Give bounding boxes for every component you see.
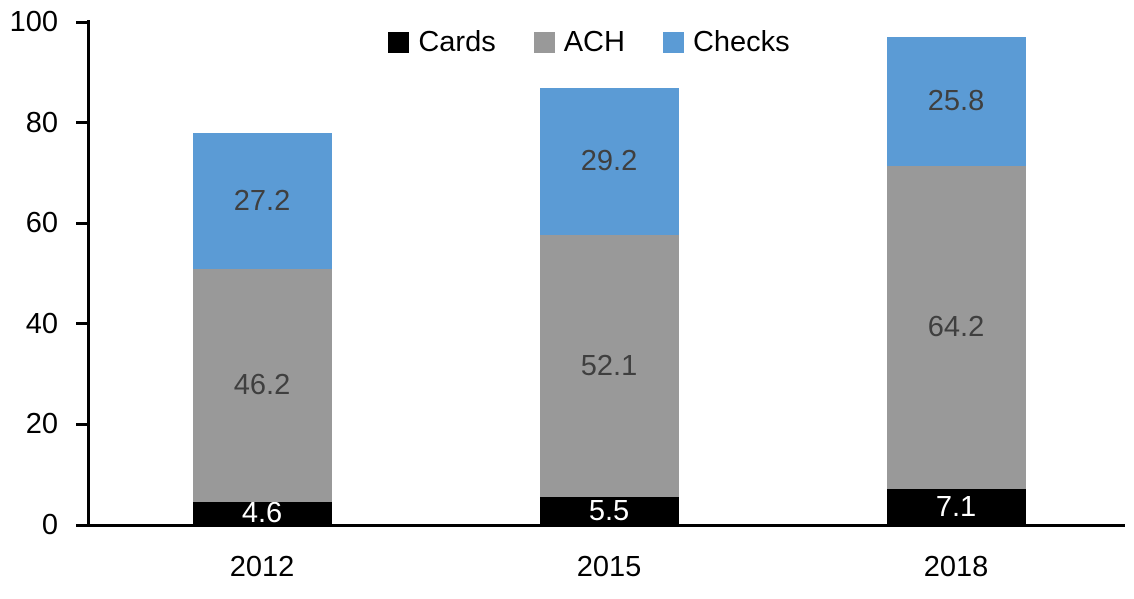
bar-segment-checks-2012: 27.2: [192, 132, 332, 270]
y-tick-label: 20: [25, 408, 58, 441]
y-tick-mark: [76, 422, 88, 426]
legend-item-cards: Cards: [388, 26, 496, 58]
legend-item-checks: Checks: [662, 26, 790, 58]
x-axis-line: [87, 524, 1125, 527]
legend-swatch-cards: [388, 31, 410, 53]
y-tick-mark: [76, 20, 88, 24]
legend-swatch-ach: [533, 31, 555, 53]
bar-segment-ach-2015: 52.1: [539, 235, 679, 498]
segment-value-label: 7.1: [935, 490, 977, 523]
legend-swatch-checks: [662, 31, 684, 53]
segment-value-label: 52.1: [580, 349, 638, 382]
bar-segment-checks-2018: 25.8: [886, 36, 1026, 167]
y-axis-line: [87, 20, 90, 527]
y-tick-label: 100: [9, 6, 58, 38]
bar-segment-cards-2018: 7.1: [886, 489, 1026, 525]
bar-segment-ach-2018: 64.2: [886, 166, 1026, 490]
y-tick-label: 0: [41, 509, 58, 541]
x-tick-label-2012: 2012: [229, 551, 295, 583]
bar-segment-cards-2012: 4.6: [192, 496, 332, 529]
x-tick-label-2018: 2018: [923, 551, 989, 583]
segment-value-label: 25.8: [927, 84, 985, 117]
x-tick-label-2015: 2015: [576, 551, 642, 583]
legend-item-ach: ACH: [533, 26, 625, 58]
segment-value-label: 27.2: [233, 184, 291, 217]
segment-value-label: 29.2: [580, 145, 638, 178]
bar-segment-cards-2015: 5.5: [539, 494, 679, 527]
y-tick-mark: [76, 322, 88, 326]
y-tick-mark: [76, 221, 88, 225]
y-tick-label: 40: [25, 307, 58, 340]
legend-label-checks: Checks: [692, 26, 790, 58]
y-tick-label: 60: [25, 207, 58, 240]
segment-value-label: 46.2: [233, 369, 291, 402]
segment-value-label: 4.6: [241, 496, 283, 529]
bar-segment-ach-2012: 46.2: [192, 269, 332, 502]
y-tick-mark: [76, 121, 88, 125]
legend: Cards ACH Checks: [89, 26, 1089, 58]
bar-segment-checks-2015: 29.2: [539, 88, 679, 236]
segment-value-label: 64.2: [927, 311, 985, 344]
segment-value-label: 5.5: [588, 494, 630, 527]
y-tick-label: 80: [25, 106, 58, 139]
legend-label-ach: ACH: [563, 26, 625, 58]
legend-label-cards: Cards: [418, 26, 496, 58]
y-tick-mark: [76, 523, 88, 527]
